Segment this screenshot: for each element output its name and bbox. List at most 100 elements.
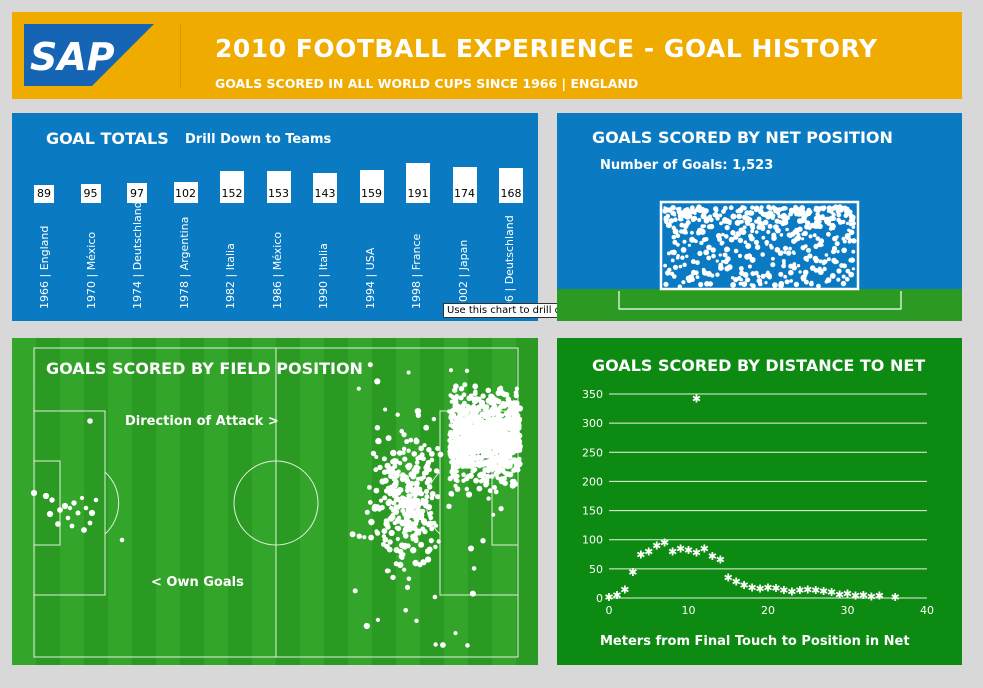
- bar-value-box[interactable]: 102: [173, 182, 198, 203]
- net-goal-marker: [743, 240, 748, 244]
- field-goal-marker: [373, 507, 378, 512]
- bar-category-label[interactable]: 1986 | México: [270, 231, 284, 309]
- bar-category-label[interactable]: 1966 | England: [38, 225, 51, 309]
- field-goal-marker: [42, 492, 50, 500]
- field-goal-marker: [516, 460, 523, 468]
- net-goal-marker: [770, 216, 775, 220]
- field-goal-marker: [368, 534, 374, 541]
- net-goal-marker: [737, 232, 742, 236]
- net-goal-marker: [758, 281, 763, 287]
- field-goal-marker: [488, 393, 494, 399]
- field-goal-marker: [501, 401, 507, 407]
- field-goal-marker: [453, 631, 458, 636]
- bar-category-label[interactable]: 06 | Deutschland: [503, 215, 516, 309]
- bar-category-label[interactable]: 1990 | Italia: [317, 243, 330, 309]
- field-goal-marker: [488, 450, 493, 455]
- net-goal-marker: [836, 217, 841, 223]
- bar-category-label[interactable]: 1970 | México: [84, 231, 98, 309]
- net-goal-marker: [831, 245, 838, 252]
- net-goal-marker: [849, 257, 855, 263]
- net-goal-marker: [682, 262, 687, 267]
- net-goal-marker: [836, 249, 840, 254]
- field-position-chart[interactable]: [12, 338, 538, 665]
- bar-category-label[interactable]: 2002 | Japan: [456, 239, 470, 309]
- distance-point: ✱: [803, 583, 812, 596]
- bar-category-label[interactable]: 1994 | USA: [363, 247, 377, 309]
- field-goal-marker: [454, 399, 459, 404]
- net-goal-marker: [718, 213, 723, 218]
- field-goal-marker: [485, 387, 492, 394]
- net-goal-marker: [705, 216, 711, 221]
- field-goal-marker: [81, 527, 87, 533]
- net-goal-marker: [680, 255, 685, 260]
- field-goal-marker: [414, 437, 419, 442]
- field-goal-marker: [476, 460, 483, 467]
- net-goal-marker: [663, 206, 667, 210]
- net-goal-marker: [756, 274, 761, 279]
- net-goal-marker: [834, 241, 840, 247]
- field-goal-marker: [511, 440, 518, 447]
- field-goal-marker: [514, 412, 521, 419]
- field-goal-marker: [472, 419, 480, 426]
- bar-value-box[interactable]: 159: [359, 169, 384, 203]
- field-goal-marker: [30, 489, 38, 497]
- net-goal-marker: [721, 259, 725, 264]
- field-goal-marker: [452, 422, 459, 429]
- bar-value-box[interactable]: 153: [266, 171, 291, 203]
- bar-value-box[interactable]: 191: [406, 163, 430, 203]
- net-goal-marker: [829, 273, 836, 279]
- field-goal-marker: [364, 509, 370, 515]
- field-goal-marker: [449, 459, 455, 465]
- bar-value-box[interactable]: 89: [34, 185, 54, 203]
- distance-point: ✱: [684, 544, 693, 557]
- net-goal-marker: [747, 264, 752, 269]
- field-goal-marker: [475, 441, 481, 447]
- field-goal-marker: [464, 486, 469, 492]
- field-goal-marker: [508, 449, 513, 454]
- net-goal-marker: [719, 241, 724, 246]
- bar-value-box[interactable]: 152: [220, 171, 244, 203]
- field-goal-marker: [468, 435, 475, 442]
- field-position-panel: GOALS SCORED BY FIELD POSITION Direction…: [12, 338, 538, 665]
- field-goal-marker: [435, 446, 441, 451]
- field-goal-marker: [450, 449, 455, 455]
- field-goal-marker: [490, 406, 496, 412]
- field-goal-marker: [448, 393, 453, 398]
- distance-point: ✱: [787, 586, 796, 599]
- net-position-chart[interactable]: [557, 113, 962, 321]
- field-goal-marker: [469, 406, 476, 413]
- field-goal-marker: [390, 574, 396, 581]
- bar-category-label[interactable]: 1978 | Argentina: [177, 216, 191, 309]
- field-goal-marker: [412, 525, 418, 532]
- distance-point: ✱: [763, 582, 772, 595]
- net-goal-marker: [774, 247, 781, 253]
- bar-value-box[interactable]: 168: [499, 167, 523, 203]
- net-goal-marker: [666, 251, 671, 256]
- bar-category-label[interactable]: 1982 | Italia: [224, 243, 237, 309]
- distance-point: ✱: [724, 572, 733, 585]
- bar-category-label[interactable]: 1974 | Deutschland: [131, 201, 144, 309]
- net-goal-marker: [701, 212, 706, 216]
- net-goal-marker: [706, 255, 712, 261]
- drill-down-link[interactable]: Drill Down to Teams: [185, 132, 332, 147]
- net-goal-marker: [841, 247, 847, 254]
- net-goal-marker: [700, 224, 705, 229]
- field-goal-marker: [418, 541, 425, 548]
- field-goal-marker: [499, 439, 504, 445]
- net-goal-marker: [783, 250, 787, 254]
- field-goal-marker: [413, 480, 420, 487]
- net-goal-marker: [672, 264, 679, 270]
- bar-value-box[interactable]: 174: [452, 166, 477, 203]
- bar-category-label[interactable]: 1998 | France: [410, 233, 423, 309]
- distance-point: ✱: [771, 582, 780, 595]
- net-goal-marker: [797, 219, 802, 224]
- field-goal-marker: [401, 432, 407, 438]
- net-goal-marker: [678, 264, 683, 269]
- bar-value-box[interactable]: 95: [80, 183, 101, 203]
- bar-value-box[interactable]: 97: [127, 183, 147, 203]
- bar-value-box[interactable]: 143: [313, 173, 337, 203]
- field-goal-marker: [119, 537, 125, 543]
- field-goal-marker: [417, 455, 423, 460]
- net-goal-marker: [718, 265, 724, 271]
